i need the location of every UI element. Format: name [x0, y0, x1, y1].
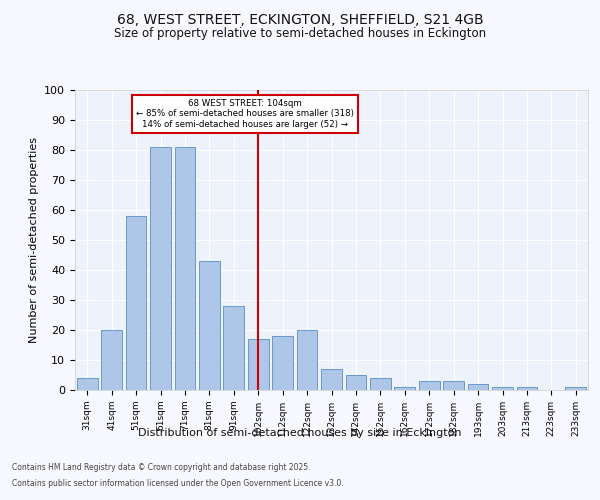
Bar	[175, 147, 196, 390]
Text: 68, WEST STREET, ECKINGTON, SHEFFIELD, S21 4GB: 68, WEST STREET, ECKINGTON, SHEFFIELD, S…	[116, 12, 484, 26]
Bar	[370, 378, 391, 390]
Bar	[272, 336, 293, 390]
Bar	[150, 147, 171, 390]
Text: Size of property relative to semi-detached houses in Eckington: Size of property relative to semi-detach…	[114, 28, 486, 40]
Y-axis label: Number of semi-detached properties: Number of semi-detached properties	[29, 137, 39, 343]
Bar	[77, 378, 98, 390]
Bar	[199, 261, 220, 390]
Text: Contains public sector information licensed under the Open Government Licence v3: Contains public sector information licen…	[12, 478, 344, 488]
Bar	[346, 375, 367, 390]
Bar	[443, 381, 464, 390]
Bar	[492, 387, 513, 390]
Bar	[101, 330, 122, 390]
Bar	[394, 387, 415, 390]
Bar	[565, 387, 586, 390]
Bar	[125, 216, 146, 390]
Bar	[467, 384, 488, 390]
Bar	[419, 381, 440, 390]
Bar	[321, 369, 342, 390]
Text: Contains HM Land Registry data © Crown copyright and database right 2025.: Contains HM Land Registry data © Crown c…	[12, 464, 311, 472]
Bar	[223, 306, 244, 390]
Bar	[296, 330, 317, 390]
Bar	[248, 339, 269, 390]
Bar	[517, 387, 538, 390]
Text: Distribution of semi-detached houses by size in Eckington: Distribution of semi-detached houses by …	[138, 428, 462, 438]
Text: 68 WEST STREET: 104sqm
← 85% of semi-detached houses are smaller (318)
14% of se: 68 WEST STREET: 104sqm ← 85% of semi-det…	[136, 99, 354, 129]
